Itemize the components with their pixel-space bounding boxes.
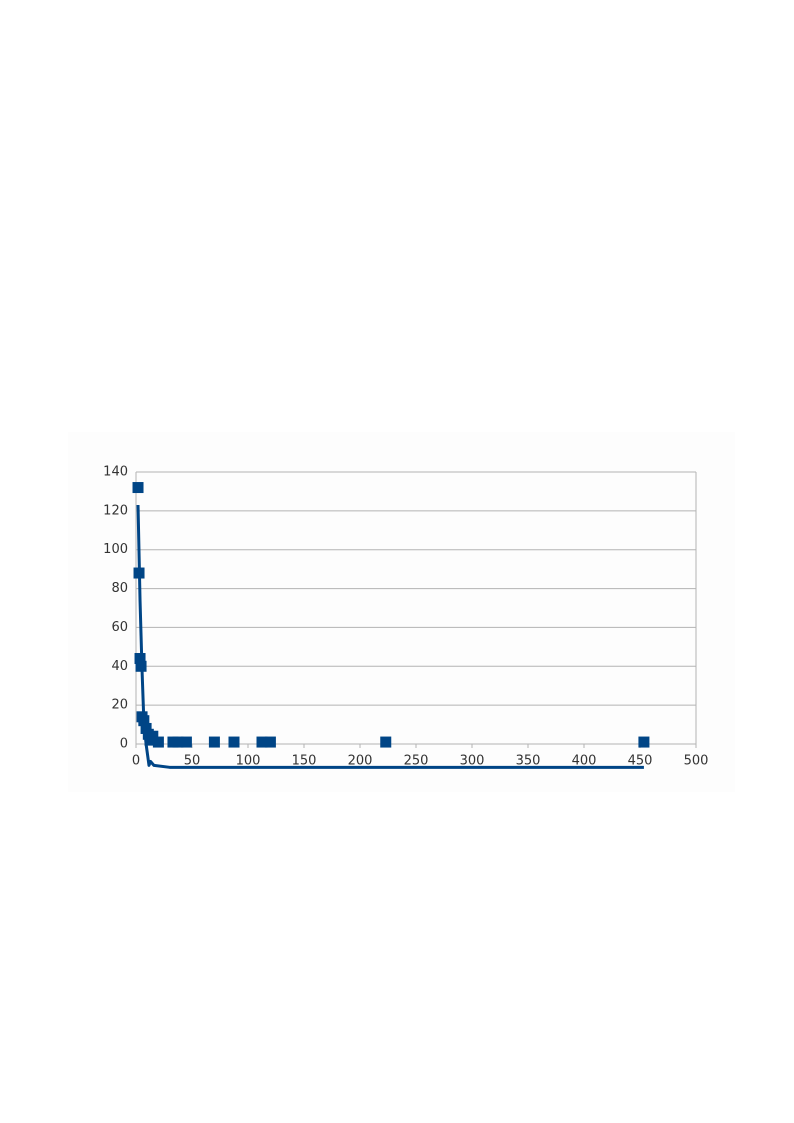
marker [380, 736, 392, 748]
marker [208, 736, 220, 748]
marker [134, 653, 146, 665]
x-tick-label: 450 [628, 754, 653, 769]
marker [256, 736, 268, 748]
y-tick-label: 0 [120, 737, 128, 752]
y-tick-label: 60 [111, 620, 128, 635]
y-tick-label: 80 [111, 581, 128, 596]
x-tick-label: 100 [236, 754, 261, 769]
marker [132, 482, 144, 494]
y-tick-label: 40 [111, 659, 128, 674]
y-tick-label: 100 [103, 542, 128, 557]
x-tick-label: 400 [572, 754, 597, 769]
x-tick-label: 300 [460, 754, 485, 769]
x-tick-label: 500 [684, 754, 709, 769]
marker [638, 736, 650, 748]
x-tick-label: 50 [184, 754, 201, 769]
marker [172, 736, 184, 748]
marker [147, 730, 159, 742]
x-tick-label: 250 [404, 754, 429, 769]
marker [264, 736, 276, 748]
y-tick-label: 20 [111, 698, 128, 713]
marker [228, 736, 240, 748]
marker [152, 736, 164, 748]
y-tick-label: 120 [103, 503, 128, 518]
chart-background [68, 432, 735, 792]
x-tick-label: 0 [132, 754, 140, 769]
x-tick-label: 350 [516, 754, 541, 769]
y-tick-label: 140 [103, 465, 128, 480]
x-tick-label: 200 [348, 754, 373, 769]
marker [180, 736, 192, 748]
x-tick-label: 150 [292, 754, 317, 769]
trend-line [136, 504, 644, 769]
